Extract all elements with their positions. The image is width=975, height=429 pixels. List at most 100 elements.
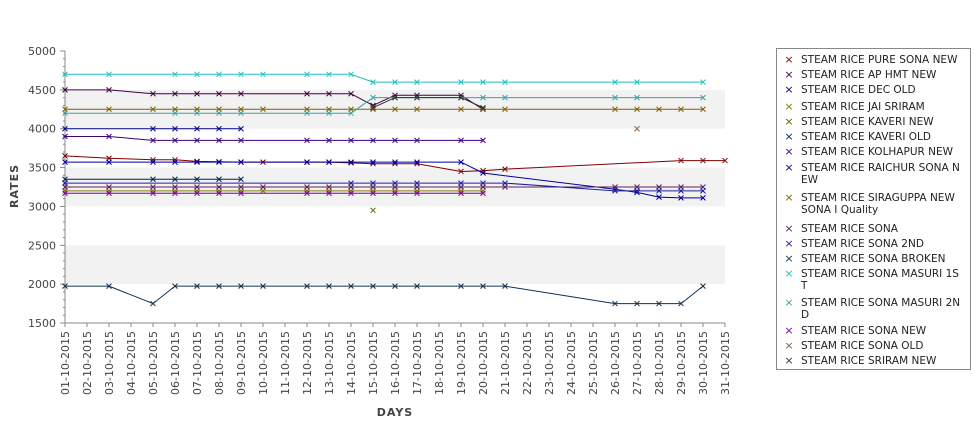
data-point bbox=[392, 190, 398, 197]
y-tick-label: 1500 bbox=[28, 317, 56, 330]
series bbox=[62, 283, 706, 307]
series bbox=[634, 125, 640, 132]
x-tick-label: 13-10-2015 bbox=[323, 331, 336, 395]
data-point bbox=[326, 190, 332, 197]
data-point bbox=[634, 188, 640, 194]
x-tick-label: 26-10-2015 bbox=[609, 331, 622, 395]
y-tick-label: 4500 bbox=[28, 84, 56, 97]
data-point bbox=[150, 190, 156, 197]
data-point bbox=[348, 160, 354, 166]
x-tick-label: 22-10-2015 bbox=[521, 331, 534, 395]
data-point bbox=[62, 71, 68, 78]
data-point bbox=[612, 300, 618, 307]
data-point bbox=[480, 106, 486, 113]
data-point bbox=[502, 106, 508, 113]
data-point bbox=[326, 71, 332, 78]
y-tick-labels: 1500 2000 2500 3000 3500 4000 4500 5000 bbox=[28, 45, 56, 330]
series bbox=[370, 94, 486, 111]
data-point bbox=[216, 283, 222, 289]
data-point bbox=[172, 283, 178, 289]
series bbox=[62, 71, 706, 85]
y-axis-title: RATES bbox=[8, 164, 21, 208]
data-point bbox=[216, 190, 222, 197]
data-point bbox=[700, 94, 706, 101]
legend-item: × STEAM RICE SONA bbox=[777, 222, 972, 235]
legend-label: STEAM RICE PURE SONA NEW bbox=[801, 54, 958, 66]
legend-item: × STEAM RICE SRIRAM NEW bbox=[777, 354, 972, 367]
x-tick-label: 18-10-2015 bbox=[433, 331, 446, 395]
data-point bbox=[62, 190, 68, 197]
data-point bbox=[700, 195, 706, 201]
series-lines bbox=[62, 71, 728, 307]
legend-label: STEAM RICE AP HMT NEW bbox=[801, 69, 937, 81]
legend-item: × STEAM RICE DEC OLD bbox=[777, 83, 972, 96]
legend-marker-icon: × bbox=[784, 83, 794, 96]
data-point bbox=[458, 190, 464, 197]
legend-label: STEAM RICE SONA NEW bbox=[801, 325, 927, 337]
data-point bbox=[150, 156, 156, 163]
data-point bbox=[172, 176, 178, 183]
data-point bbox=[634, 94, 640, 101]
series-line bbox=[65, 136, 483, 141]
data-point bbox=[480, 79, 486, 85]
data-point bbox=[502, 94, 508, 101]
grid-band bbox=[65, 245, 725, 285]
data-point bbox=[62, 283, 68, 289]
legend-label: STEAM RICE SRIRAM NEW bbox=[801, 355, 937, 367]
data-point bbox=[480, 104, 486, 111]
data-point bbox=[62, 133, 68, 140]
data-point bbox=[458, 283, 464, 289]
data-point bbox=[634, 300, 640, 307]
x-tick-label: 20-10-2015 bbox=[477, 331, 490, 395]
data-point bbox=[480, 180, 486, 186]
data-point bbox=[216, 184, 222, 190]
axes bbox=[60, 50, 726, 327]
data-point bbox=[414, 159, 420, 165]
data-point bbox=[678, 157, 684, 164]
data-point bbox=[172, 137, 178, 144]
data-point bbox=[172, 159, 178, 165]
legend-label: STEAM RICE RAICHUR SONA NEW bbox=[801, 162, 960, 186]
legend-marker-icon: × bbox=[784, 100, 794, 113]
x-tick-label: 04-10-2015 bbox=[125, 331, 138, 395]
data-point bbox=[304, 110, 310, 117]
x-tick-label: 29-10-2015 bbox=[675, 331, 688, 395]
data-point bbox=[106, 190, 112, 197]
legend-marker-icon: × bbox=[784, 145, 794, 158]
x-tick-label: 07-10-2015 bbox=[191, 331, 204, 395]
legend-marker-icon: × bbox=[784, 237, 794, 250]
data-point bbox=[656, 106, 662, 113]
data-point bbox=[216, 110, 222, 117]
data-point bbox=[700, 79, 706, 85]
series-line bbox=[65, 161, 703, 199]
data-point bbox=[150, 125, 156, 132]
x-tick-label: 08-10-2015 bbox=[213, 331, 226, 395]
data-point bbox=[304, 137, 310, 144]
data-point bbox=[172, 125, 178, 132]
data-point bbox=[414, 94, 420, 101]
data-point bbox=[194, 159, 200, 165]
data-point bbox=[106, 283, 112, 289]
data-point bbox=[370, 106, 376, 113]
series bbox=[62, 133, 486, 144]
data-point bbox=[370, 180, 376, 186]
series-line bbox=[65, 285, 704, 305]
legend-label: STEAM RICE DEC OLD bbox=[801, 84, 916, 96]
data-point bbox=[260, 106, 266, 113]
data-point bbox=[150, 176, 156, 183]
x-tick-label: 01-10-2015 bbox=[59, 331, 72, 395]
data-point bbox=[238, 90, 244, 97]
data-point bbox=[612, 188, 618, 194]
data-point bbox=[238, 71, 244, 78]
legend-marker-icon: × bbox=[784, 267, 794, 280]
data-point bbox=[392, 159, 398, 165]
legend-item: × STEAM RICE PURE SONA NEW bbox=[777, 53, 972, 66]
data-point bbox=[238, 110, 244, 117]
data-point bbox=[260, 71, 266, 78]
data-point bbox=[414, 283, 420, 289]
legend-label: STEAM RICE SONA bbox=[801, 223, 898, 235]
series bbox=[62, 190, 486, 197]
data-point bbox=[326, 90, 332, 97]
legend-label: STEAM RICE KAVERI NEW bbox=[801, 116, 934, 128]
data-point bbox=[480, 137, 486, 144]
